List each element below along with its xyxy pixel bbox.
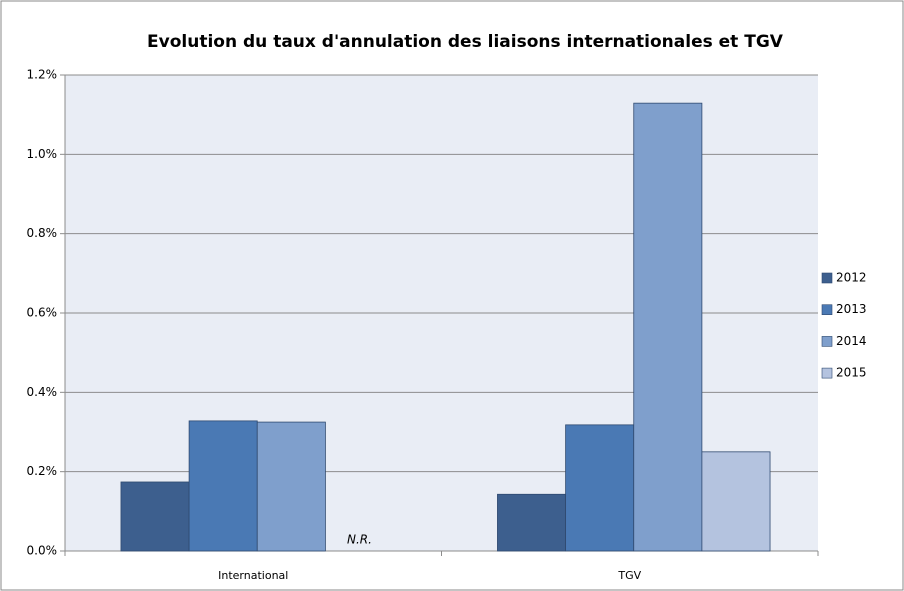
y-tick-label: 1.0% [27,147,58,161]
bar [565,424,635,552]
bar [633,102,703,552]
y-tick-label: 0.8% [27,226,58,240]
legend-swatch [821,367,833,379]
bar [188,420,258,552]
x-tick-label: International [218,569,288,582]
y-tick-label: 0.0% [27,544,58,558]
legend-label: 2014 [836,334,867,348]
chart-title: Evolution du taux d'annulation des liais… [147,32,784,52]
bar [701,451,771,552]
legend-label: 2013 [836,302,867,316]
legend-swatch [821,272,833,284]
bar [120,481,190,552]
legend-swatch [821,304,833,316]
bar [497,493,567,552]
y-tick-label: 1.2% [27,68,58,82]
legend-label: 2012 [836,271,867,285]
y-tick-label: 0.6% [27,306,58,320]
x-tick-label: TGV [617,569,641,582]
annotation: N.R. [347,533,372,547]
bar [256,421,326,552]
y-tick-label: 0.2% [27,464,58,478]
y-tick-label: 0.4% [27,385,58,399]
legend-label: 2015 [836,366,867,380]
legend-swatch [821,336,833,347]
